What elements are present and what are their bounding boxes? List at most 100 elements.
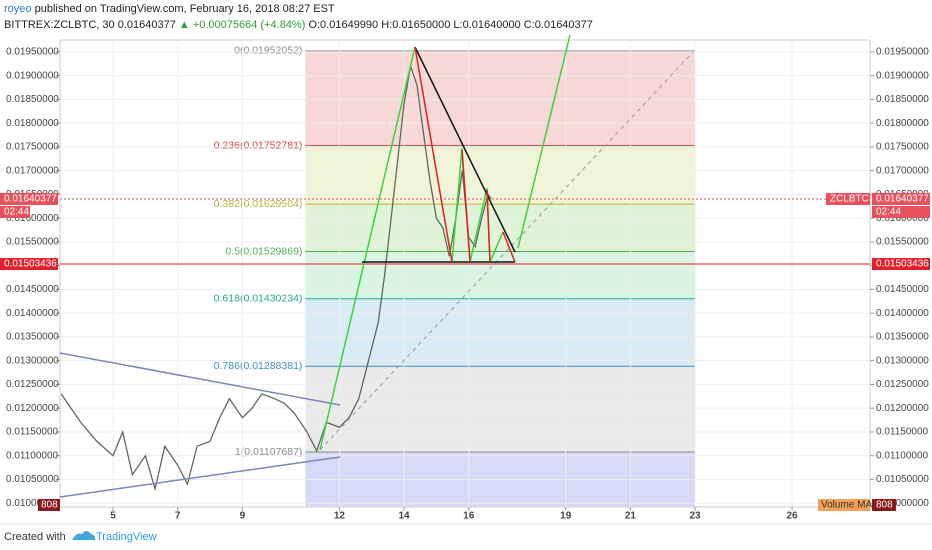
y-tick-label: 0.01350000 <box>876 332 929 343</box>
y-tick-label: 0.01250000 <box>6 379 59 390</box>
y-tick-label: 0.01250000 <box>876 379 929 390</box>
y-tick-label: 0.01550000 <box>876 237 929 248</box>
y-tick-label: 0.01400000 <box>876 308 929 319</box>
current-label-box <box>0 192 58 205</box>
published: published on TradingView.com, February 1… <box>35 3 335 15</box>
author[interactable]: royeo <box>4 3 32 15</box>
volume-box <box>38 499 60 511</box>
y-tick-label: 0.01700000 <box>6 165 59 176</box>
trend-line <box>59 352 341 406</box>
footer-brand[interactable]: TradingView <box>96 531 157 543</box>
y-tick-label: 0.01350000 <box>6 332 59 343</box>
y-tick-label: 0.01150000 <box>6 427 59 438</box>
red-arrow <box>414 46 453 263</box>
ohlc-c: C:0.01640377 <box>524 19 593 31</box>
y-tick-label: 0.01050000 <box>6 474 59 485</box>
current-time-box <box>0 205 30 218</box>
y-tick-label: 0.01950000 <box>876 47 929 58</box>
plot: 0(0.01952052) 0.236(0.01752781) 0.382(0.01… <box>59 39 871 508</box>
red-arrow <box>502 231 516 263</box>
y-tick-label: 0.01300000 <box>876 355 929 366</box>
green-line <box>517 34 571 249</box>
fib-band <box>305 50 696 146</box>
y-tick-label: 0.01850000 <box>6 94 59 105</box>
y-tick-label: 0.01900000 <box>876 70 929 81</box>
x-tick-label: 23 <box>690 511 702 522</box>
y-tick-label: 0.01200000 <box>876 403 929 414</box>
fib-label: 0(0.01952052) <box>234 45 302 57</box>
y-tick-label: 0.01150000 <box>876 427 929 438</box>
x-tick-label: 14 <box>398 511 410 522</box>
logo <box>72 531 96 540</box>
fib-band <box>305 204 696 252</box>
x-tick-label: 9 <box>240 511 246 522</box>
red-arrow <box>461 149 471 263</box>
y-tick-label: 0.01750000 <box>6 142 59 153</box>
current-label: 0.01640377 <box>876 194 929 205</box>
volume-label: 808 <box>876 500 893 511</box>
x-tick-label: 12 <box>334 511 346 522</box>
level-label: 0.01503436 <box>4 259 57 270</box>
current-symbol-box <box>826 192 870 205</box>
footer-created: Created with <box>4 531 66 543</box>
fib-band <box>305 298 696 367</box>
x-tick-label: 19 <box>560 511 572 522</box>
y-tick-label: 0.01400000 <box>6 308 59 319</box>
y-tick-label: 0.01800000 <box>6 118 59 129</box>
drawings <box>59 34 694 498</box>
volume-ma-label: Volume MA <box>821 500 872 511</box>
y-tick-label: 0.01750000 <box>876 142 929 153</box>
y-tick-label: 0.01950000 <box>6 47 59 58</box>
ohlc-l: L:0.01640000 <box>453 19 520 31</box>
y-tick-label: 0.01450000 <box>6 284 59 295</box>
change: ▲ +0.00075664 (+4.84%) <box>179 19 305 31</box>
y-tick-label: 0.01300000 <box>6 355 59 366</box>
dashed-line <box>319 51 694 451</box>
volume-label: 808 <box>41 500 58 511</box>
x-tick-label: 7 <box>175 511 181 522</box>
x-tick-label: 21 <box>625 511 637 522</box>
header-line: royeo published on TradingView.com, Febr… <box>4 3 335 15</box>
volume-box <box>872 499 896 511</box>
y-tick-label: 0.01850000 <box>876 94 929 105</box>
y-tick-label: 0.01050000 <box>876 474 929 485</box>
fib-label: 0.5(0.01529869) <box>225 245 302 257</box>
last: 0.01640377 <box>118 19 176 31</box>
trend-line <box>59 456 341 498</box>
current-symbol: ZCLBTC <box>830 194 869 205</box>
x-tick-label: 5 <box>110 511 116 522</box>
level-label-box <box>0 258 58 271</box>
level-label: 0.01503436 <box>876 259 929 270</box>
current-time: 02:44 <box>876 207 901 218</box>
fib-label: 0.618(0.01430234) <box>214 293 303 305</box>
y-tick-label: 0.01000000 <box>876 498 929 509</box>
fib-label: 0.382(0.01629504) <box>214 198 303 210</box>
ohlc-o: O:0.01649990 <box>308 19 378 31</box>
ohlc-h: H:0.01650000 <box>381 19 450 31</box>
fib-band <box>305 251 696 299</box>
red-arrow <box>486 189 491 263</box>
current-label: 0.01640377 <box>4 194 57 205</box>
y-tick-label: 0.01100000 <box>6 450 59 461</box>
y-tick-label: 0.01700000 <box>876 165 929 176</box>
axes: 0.01000000 0.01000000 0.01050000 0.01050000… <box>0 47 930 522</box>
y-tick-label: 0.01000000 <box>6 498 59 509</box>
current-time: 02:44 <box>4 207 29 218</box>
y-tick-label: 0.01800000 <box>876 118 929 129</box>
y-tick-label: 0.01450000 <box>876 284 929 295</box>
y-tick-label: 0.01600000 <box>6 213 59 224</box>
current-time-box <box>872 205 930 218</box>
green-zigzag <box>451 147 504 263</box>
y-tick-label: 0.01550000 <box>6 237 59 248</box>
y-tick-label: 0.01600000 <box>876 213 929 224</box>
x-tick-label: 26 <box>787 511 799 522</box>
current-label-box <box>872 192 930 205</box>
level-label-box <box>872 258 930 271</box>
volume-ma-box <box>818 499 870 511</box>
fib-band <box>305 145 696 205</box>
fib-label: 1(0.01107687) <box>235 446 303 458</box>
x-tick-label: 16 <box>463 511 475 522</box>
fib-label: 0.236(0.01752781) <box>214 139 303 151</box>
y-tick-label: 0.01900000 <box>6 70 59 81</box>
